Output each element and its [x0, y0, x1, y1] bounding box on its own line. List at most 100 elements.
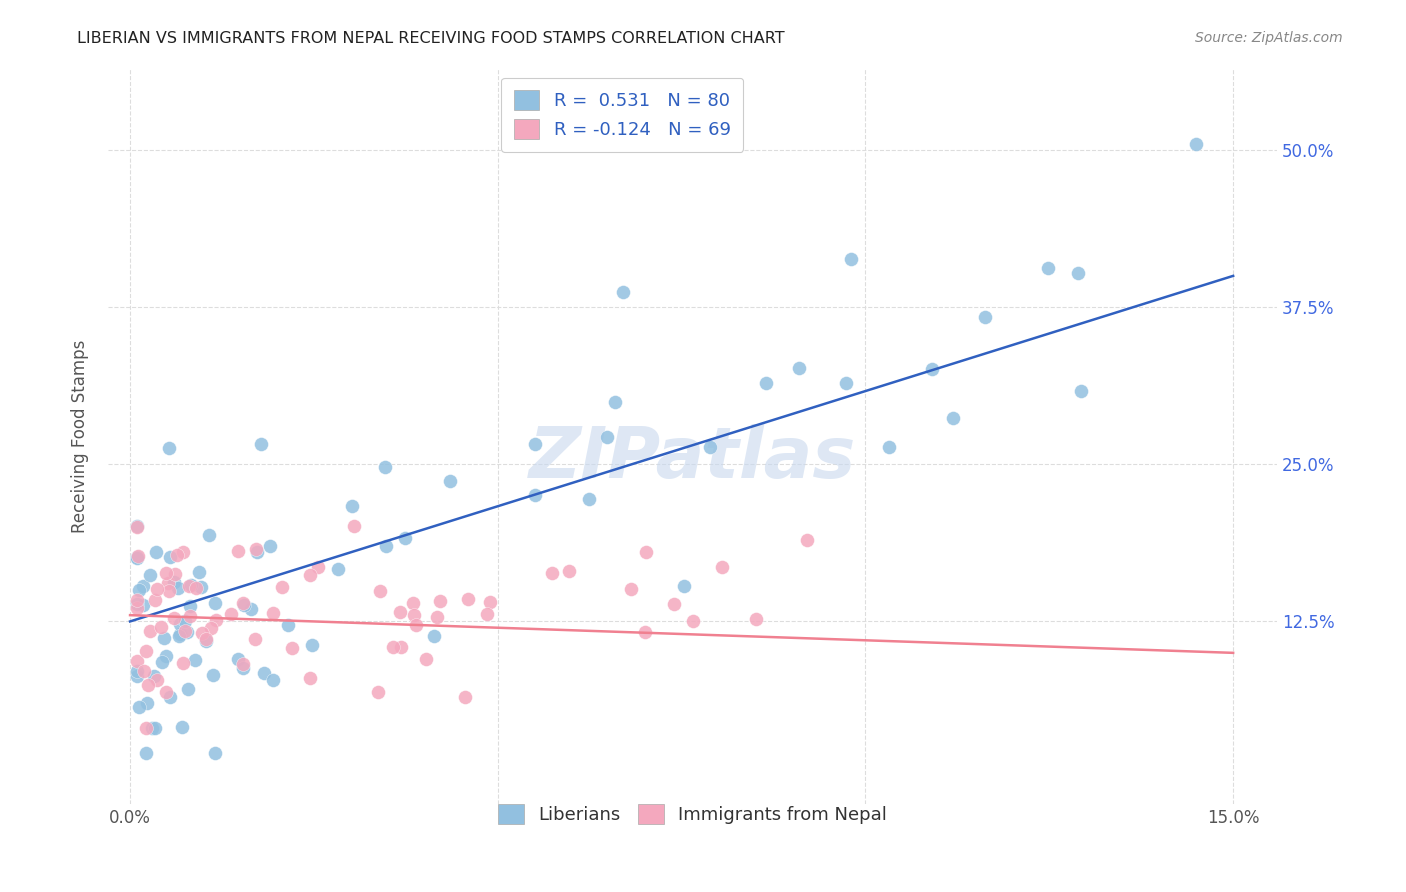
Point	[155, 648, 177, 663]
Point	[127, 549, 149, 564]
Point	[281, 640, 304, 655]
Point	[135, 697, 157, 711]
Point	[143, 722, 166, 736]
Point	[186, 581, 208, 595]
Point	[524, 437, 547, 451]
Point	[301, 638, 323, 652]
Point	[239, 602, 262, 616]
Point	[145, 582, 167, 597]
Point	[132, 598, 155, 612]
Point	[394, 531, 416, 545]
Text: LIBERIAN VS IMMIGRANTS FROM NEPAL RECEIVING FOOD STAMPS CORRELATION CHART: LIBERIAN VS IMMIGRANTS FROM NEPAL RECEIV…	[77, 31, 785, 46]
Point	[367, 684, 389, 698]
Point	[184, 653, 207, 667]
Point	[226, 651, 249, 665]
Point	[143, 592, 166, 607]
Point	[141, 721, 163, 735]
Point	[634, 545, 657, 559]
Point	[662, 597, 685, 611]
Point	[541, 566, 564, 581]
Point	[232, 596, 254, 610]
Point	[271, 580, 294, 594]
Point	[672, 579, 695, 593]
Point	[232, 657, 254, 672]
Point	[165, 566, 187, 581]
Point	[179, 608, 201, 623]
Point	[422, 629, 444, 643]
Point	[127, 519, 149, 533]
Point	[180, 578, 202, 592]
Point	[226, 544, 249, 558]
Point	[454, 690, 477, 705]
Point	[174, 624, 197, 639]
Point	[139, 568, 162, 582]
Point	[205, 614, 228, 628]
Point	[277, 617, 299, 632]
Point	[190, 626, 212, 640]
Point	[190, 580, 212, 594]
Point	[405, 618, 427, 632]
Point	[389, 640, 412, 654]
Point	[159, 549, 181, 564]
Point	[942, 410, 965, 425]
Point	[682, 614, 704, 628]
Point	[253, 666, 276, 681]
Point	[127, 597, 149, 611]
Point	[426, 609, 449, 624]
Point	[219, 607, 242, 621]
Point	[835, 376, 858, 390]
Point	[163, 574, 186, 589]
Point	[145, 673, 167, 687]
Point	[578, 491, 600, 506]
Point	[194, 632, 217, 646]
Point	[159, 690, 181, 704]
Point	[135, 644, 157, 658]
Point	[245, 632, 267, 647]
Point	[127, 550, 149, 565]
Point	[246, 545, 269, 559]
Point	[245, 541, 267, 556]
Point	[143, 669, 166, 683]
Point	[415, 652, 437, 666]
Point	[368, 583, 391, 598]
Point	[163, 611, 186, 625]
Point	[127, 593, 149, 607]
Point	[973, 310, 995, 325]
Point	[634, 625, 657, 640]
Point	[127, 549, 149, 564]
Point	[711, 559, 734, 574]
Point	[155, 566, 177, 581]
Point	[439, 474, 461, 488]
Point	[179, 599, 201, 614]
Point	[479, 595, 502, 609]
Point	[135, 747, 157, 761]
Point	[197, 528, 219, 542]
Point	[299, 671, 322, 685]
Point	[796, 533, 818, 547]
Point	[172, 545, 194, 559]
Point	[298, 568, 321, 582]
Point	[389, 605, 412, 619]
Point	[188, 565, 211, 579]
Point	[381, 640, 404, 654]
Point	[204, 596, 226, 610]
Point	[166, 548, 188, 562]
Point	[128, 582, 150, 597]
Point	[173, 614, 195, 628]
Point	[328, 562, 350, 576]
Point	[755, 376, 778, 390]
Point	[136, 678, 159, 692]
Point	[127, 601, 149, 615]
Point	[176, 682, 198, 697]
Legend: Liberians, Immigrants from Nepal: Liberians, Immigrants from Nepal	[488, 794, 898, 835]
Point	[150, 655, 173, 669]
Point	[127, 668, 149, 682]
Point	[605, 395, 627, 409]
Point	[475, 607, 498, 621]
Y-axis label: Receiving Food Stamps: Receiving Food Stamps	[72, 339, 89, 533]
Point	[170, 720, 193, 734]
Point	[457, 592, 479, 607]
Point	[1067, 266, 1090, 280]
Point	[596, 430, 619, 444]
Point	[1038, 260, 1060, 275]
